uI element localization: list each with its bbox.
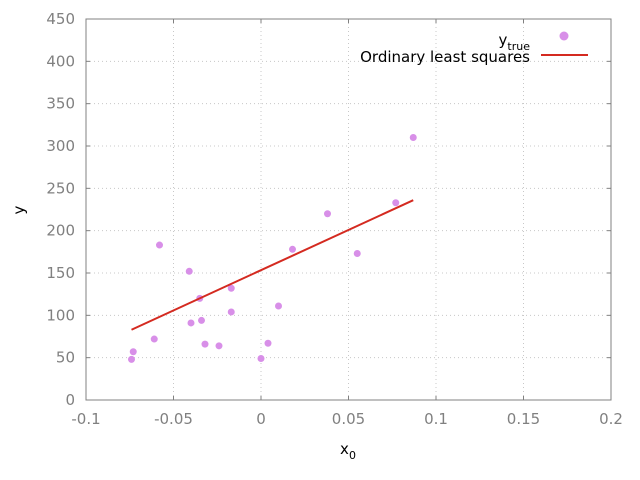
legend-label-ytrue: ytrue [499,31,531,53]
scatter-point [150,335,158,343]
scatter-point [198,316,205,324]
y-axis-label: y [10,205,28,214]
y-tick-label: 400 [46,52,75,70]
x-tick-label: -0.1 [71,410,100,428]
series-layer [128,134,417,363]
scatter-point [289,245,296,253]
scatter-point [409,134,417,142]
y-tick-label: 150 [46,264,75,282]
y-tick-label: 200 [46,222,75,240]
x-tick-label: 0 [256,410,266,428]
y-tick-label: 0 [65,391,75,409]
scatter-point [227,308,235,316]
y-tick-label: 250 [46,179,75,197]
scatter-point [275,302,282,310]
scatter-point [257,355,265,363]
scatter-point [392,199,400,207]
legend-label-ols: Ordinary least squares [360,48,530,66]
plot-frame [85,18,612,401]
x-tick-label: -0.05 [154,410,193,428]
y-tick-label: 350 [46,95,75,113]
legend-label-ytrue-name: y [499,31,508,49]
scatter-point [264,339,272,347]
y-tick-label: 100 [46,306,75,324]
y-tick-label: 50 [56,349,75,367]
legend-label-ytrue-subscript: true [507,40,530,53]
scatter-point [353,250,361,258]
x-tick-label: 0.15 [507,410,540,428]
y-tick-label: 450 [46,10,75,28]
y-tick-label: 300 [46,137,75,155]
scatter-point [187,319,195,327]
scatter-point [201,340,209,348]
scatter-point [215,342,223,350]
axis-ticks: -0.1 -0.05 0 0.05 0.1 0.15 0.2 0 50 100 150 200 250 3… [46,10,623,428]
regression-line [131,199,414,331]
scatter-point [128,355,135,363]
x-axis-label: x [340,440,349,458]
scatter-point [227,284,235,292]
scatter-point [324,210,331,218]
x-tick-label: 0.1 [424,410,448,428]
legend-marker-scatter [559,31,569,41]
x-axis-label-subscript: 0 [349,449,356,462]
x-axis-label-group: x0 [340,440,356,462]
legend: ytrue Ordinary least squares [360,31,588,66]
x-tick-label: 0.05 [332,410,365,428]
x-tick-label: 0.2 [599,410,623,428]
scatter-point [156,241,163,249]
scatter-point [185,267,193,275]
grid [85,18,612,401]
scatter-point [129,348,137,356]
